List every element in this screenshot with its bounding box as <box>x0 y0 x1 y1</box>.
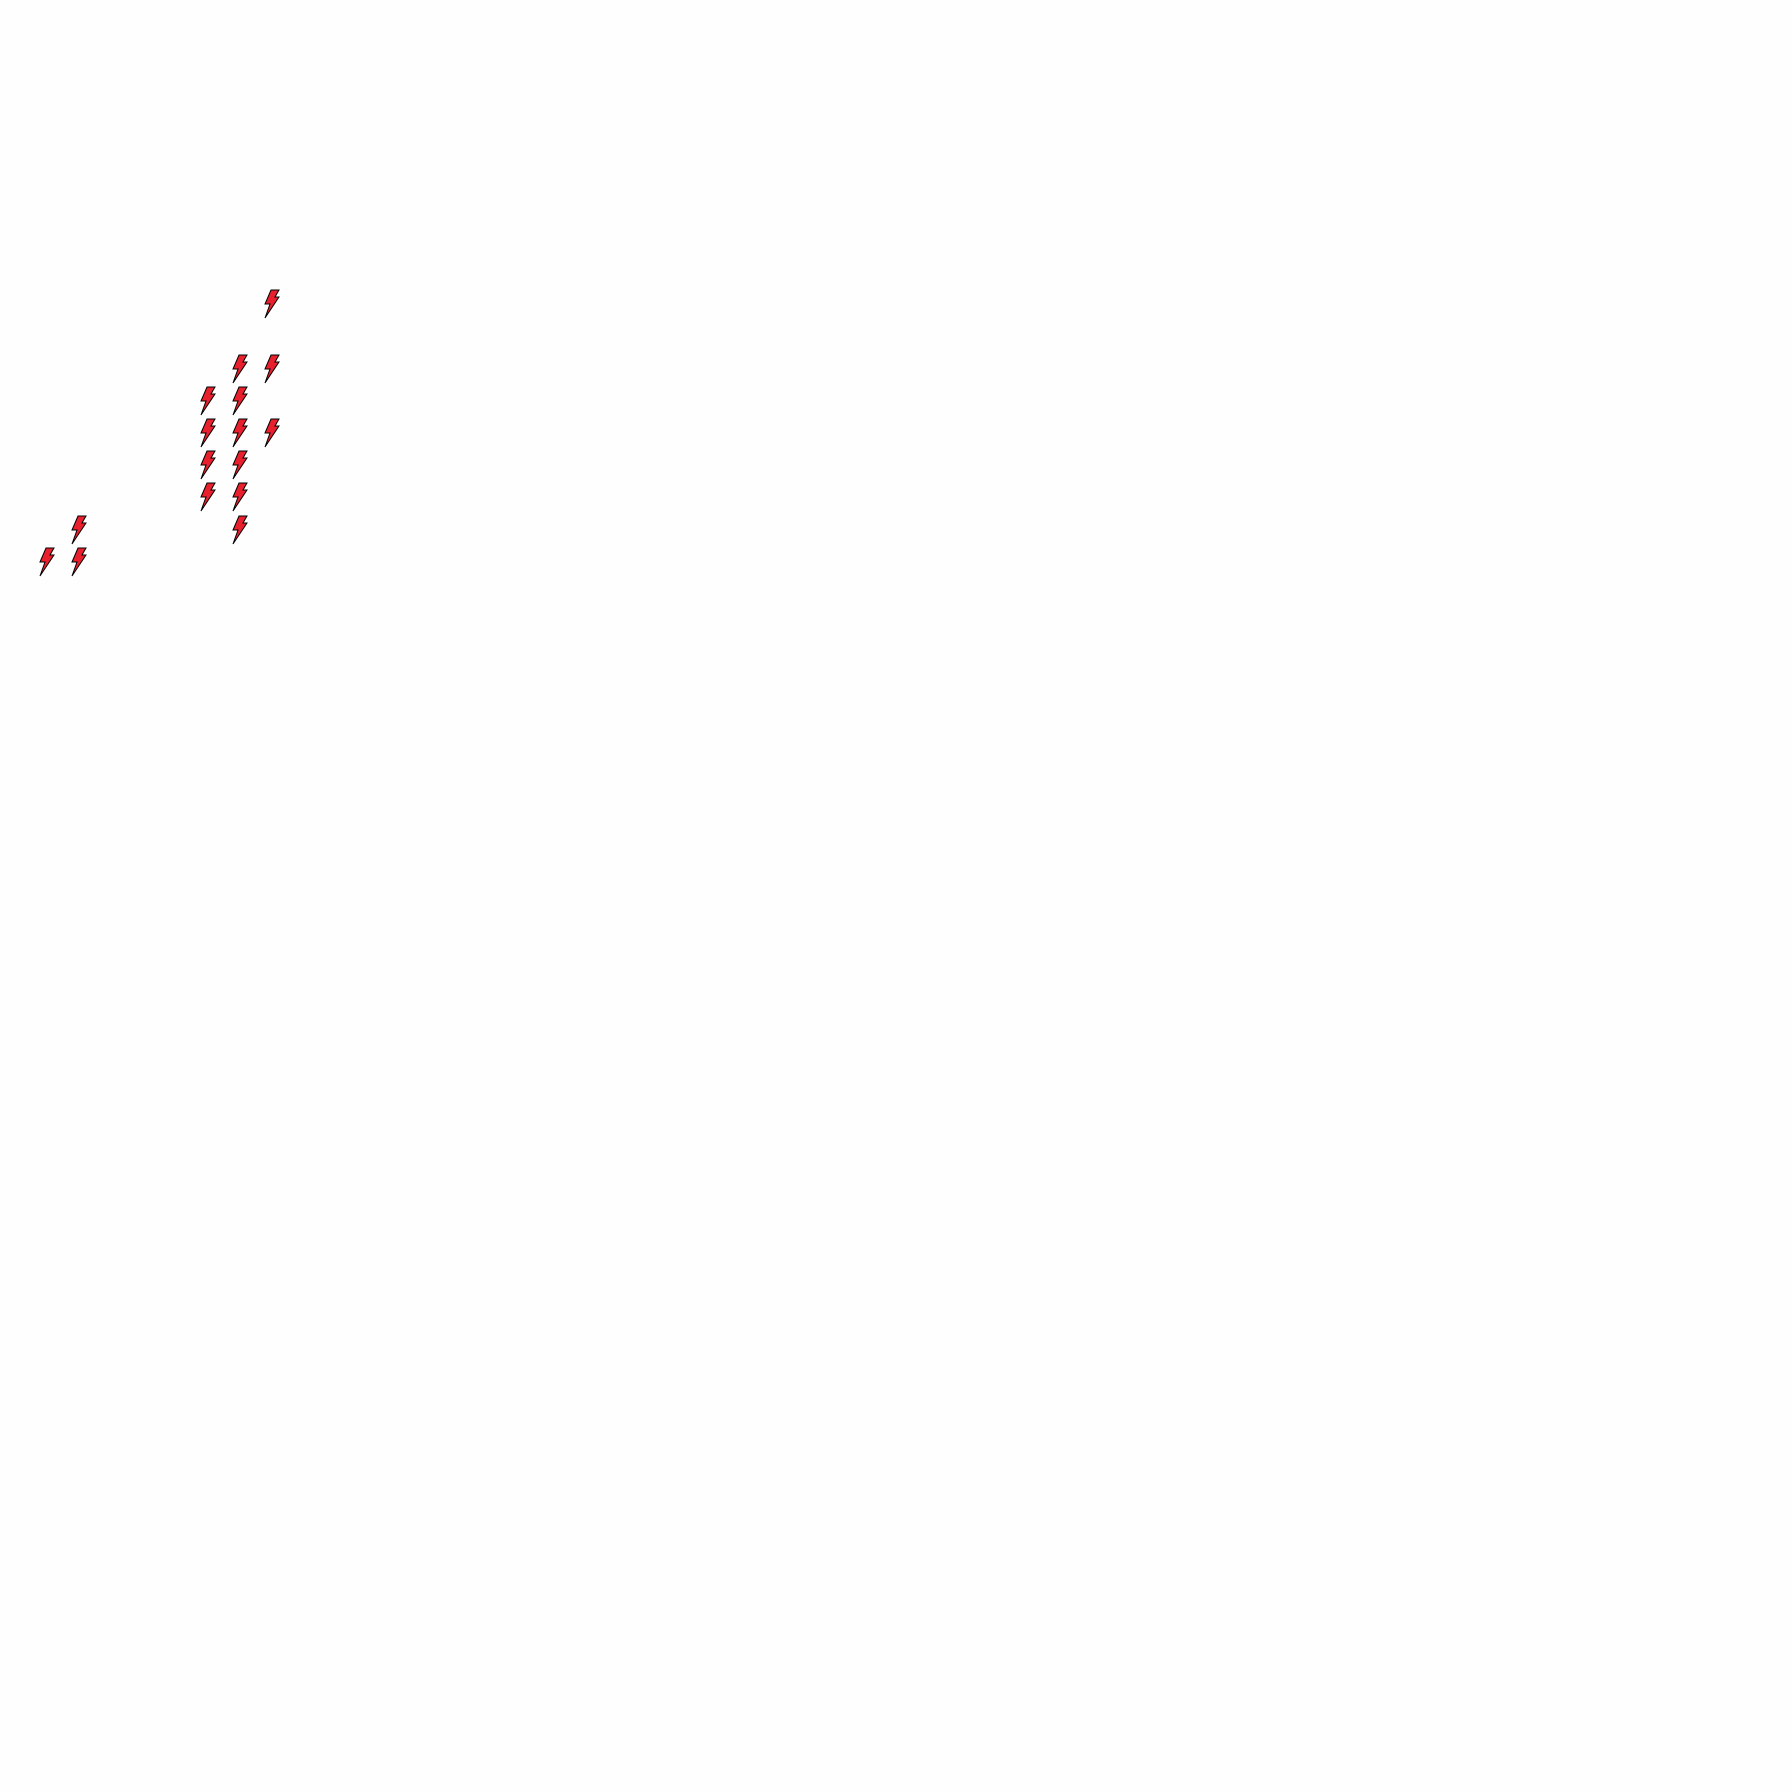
map-background <box>0 0 1792 1792</box>
map <box>0 0 1792 1792</box>
page: (() => { const data = JSON.parse(documen… <box>0 0 1792 1792</box>
